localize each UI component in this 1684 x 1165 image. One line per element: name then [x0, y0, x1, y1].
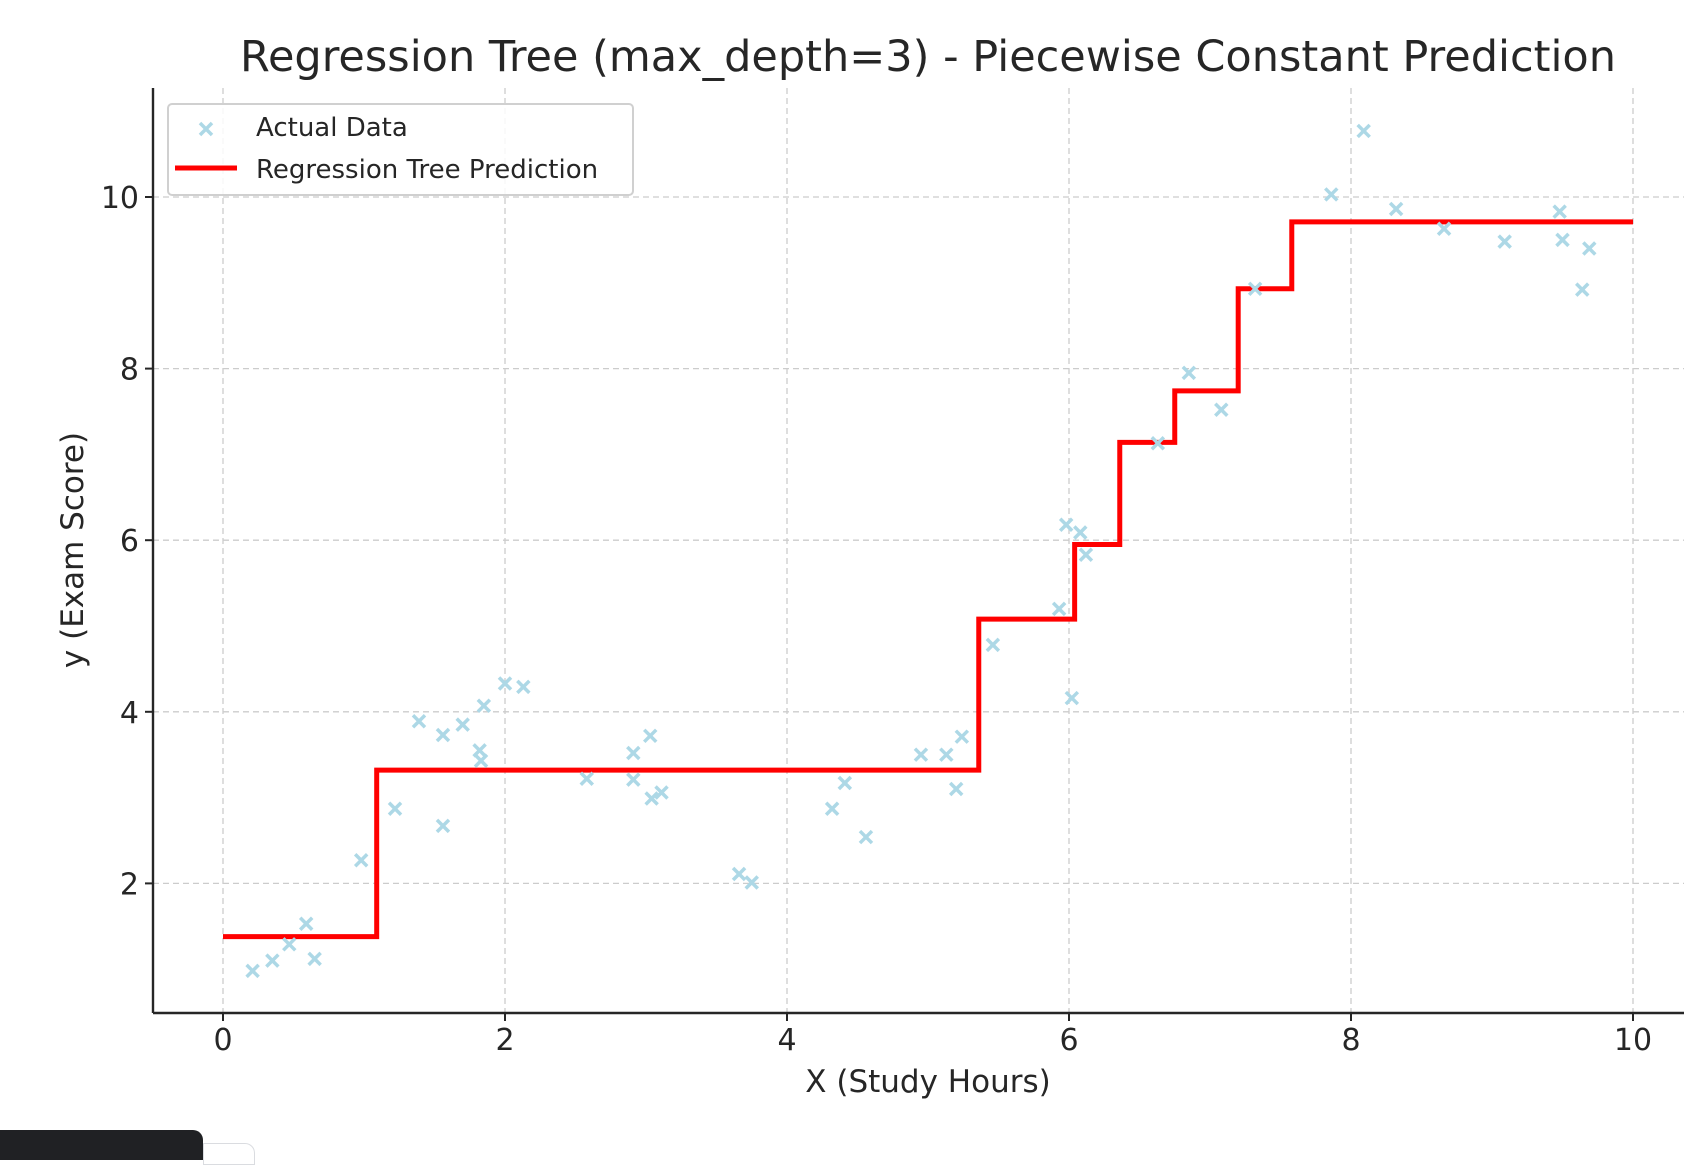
x-tick-label: 6	[1059, 1023, 1078, 1058]
x-tick-label: 10	[1614, 1023, 1652, 1058]
data-point	[282, 937, 297, 952]
data-point	[837, 775, 853, 791]
data-point	[435, 727, 451, 743]
legend-marker-actual-data	[198, 121, 214, 137]
x-tick-label: 8	[1341, 1023, 1360, 1058]
x-tick-label: 0	[213, 1023, 232, 1058]
data-point	[1073, 525, 1088, 540]
data-point	[985, 637, 1001, 653]
data-point	[626, 772, 641, 787]
x-tick-label: 4	[777, 1023, 796, 1058]
data-point	[1078, 547, 1094, 563]
data-point	[455, 717, 470, 732]
data-point	[744, 875, 759, 890]
y-tick-label: 6	[120, 524, 139, 559]
data-point	[626, 745, 641, 761]
data-point	[731, 866, 747, 882]
taskbar-tab[interactable]	[0, 1130, 203, 1160]
data-point	[1058, 517, 1074, 532]
data-point	[516, 679, 531, 695]
taskbar-tab-secondary[interactable]	[203, 1143, 255, 1165]
data-point	[1356, 123, 1371, 139]
data-point	[1051, 601, 1067, 617]
data-point	[435, 818, 451, 834]
data-point	[298, 916, 314, 931]
data-point	[497, 676, 513, 691]
data-point	[954, 729, 970, 744]
data-point	[654, 785, 669, 800]
data-point	[387, 801, 403, 816]
data-point	[824, 801, 840, 816]
scatter-points	[245, 123, 1597, 979]
data-point	[1436, 221, 1452, 236]
data-point	[265, 953, 280, 968]
y-tick-label: 2	[120, 867, 139, 902]
data-point	[858, 829, 874, 845]
legend-x-marker	[198, 121, 214, 137]
data-point	[307, 951, 322, 967]
y-tick-label: 4	[120, 696, 139, 731]
chart-title: Regression Tree (max_depth=3) - Piecewis…	[240, 32, 1616, 82]
x-axis-label: X (Study Hours)	[805, 1064, 1050, 1100]
data-point	[1575, 282, 1590, 297]
data-point	[1214, 402, 1229, 418]
data-point	[642, 728, 658, 744]
y-tick-label: 8	[120, 353, 139, 388]
data-point	[1388, 201, 1404, 217]
data-point	[353, 852, 369, 868]
data-point	[1150, 436, 1166, 451]
legend-box	[167, 103, 634, 196]
y-axis-label: y (Exam Score)	[55, 432, 91, 668]
data-point	[1555, 232, 1570, 248]
data-point	[939, 747, 954, 762]
x-tick-label: 2	[495, 1023, 514, 1058]
legend: Actual Data Regression Tree Prediction	[167, 103, 634, 196]
data-point	[1552, 204, 1567, 219]
prediction-line	[223, 219, 1633, 940]
data-point	[1582, 241, 1597, 256]
legend-label-actual-data: Actual Data	[256, 113, 408, 143]
data-point	[913, 747, 929, 762]
data-point	[473, 753, 489, 768]
data-point	[1181, 365, 1197, 381]
legend-label-prediction: Regression Tree Prediction	[256, 155, 598, 185]
ticks: 0 2 4 6 8 10 2 4 6 8 10	[101, 181, 1652, 1058]
data-point	[1324, 187, 1339, 202]
data-point	[1064, 690, 1080, 706]
data-point	[1497, 234, 1512, 249]
data-point	[1247, 281, 1263, 297]
prediction-step-path	[223, 219, 1633, 940]
data-point	[948, 781, 964, 797]
data-point	[476, 698, 492, 714]
y-tick-label: 10	[101, 181, 139, 216]
data-point	[245, 963, 260, 979]
grid	[153, 88, 1684, 1013]
data-point	[411, 714, 427, 729]
data-point	[644, 791, 659, 806]
data-point	[579, 771, 595, 786]
